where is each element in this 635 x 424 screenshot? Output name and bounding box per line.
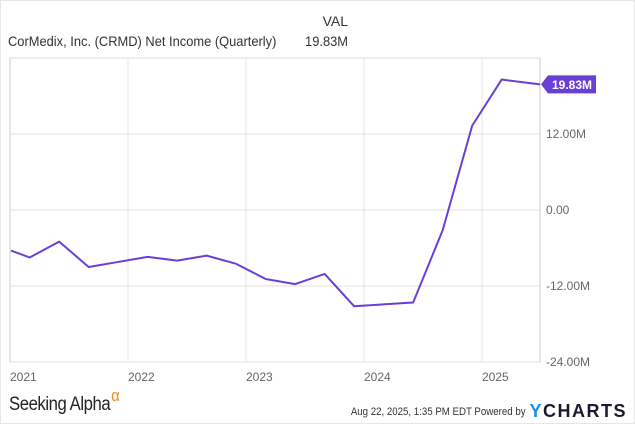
ycharts-logo: YCHARTS [529, 401, 627, 421]
x-tick-label: 2024 [364, 370, 391, 384]
footer-attribution: Aug 22, 2025, 1:35 PM EDT Powered by YCH… [327, 401, 627, 422]
last-value-label: 19.83M [541, 75, 596, 94]
legend-val-header: VAL [322, 13, 348, 29]
x-axis: 2021 2022 2023 2024 2025 [10, 370, 509, 384]
alpha-icon: α [111, 386, 120, 405]
y-tick-label: 0.00 [546, 203, 570, 217]
y-axis: 12.00M 0.00 -12.00M -24.00M [546, 127, 590, 369]
x-tick-label: 2021 [10, 370, 37, 384]
legend-val-value: 19.83M [305, 33, 348, 49]
x-tick-label: 2023 [246, 370, 273, 384]
y-tick-label: -24.00M [546, 355, 590, 369]
seeking-alpha-text: Seeking Alpha [9, 394, 111, 415]
y-tick-label: -12.00M [546, 279, 590, 293]
chart-title: CorMedix, Inc. (CRMD) Net Income (Quarte… [8, 33, 277, 49]
y-tick-label: 12.00M [546, 127, 586, 141]
net-income-line [10, 78, 541, 308]
seeking-alpha-logo: Seeking Alphaα [9, 386, 120, 416]
x-tick-label: 2022 [128, 370, 155, 384]
x-tick-label: 2025 [482, 370, 509, 384]
svg-text:19.83M: 19.83M [552, 78, 592, 92]
grid-lines [9, 57, 541, 363]
timestamp: Aug 22, 2025, 1:35 PM EDT Powered by [350, 405, 526, 418]
